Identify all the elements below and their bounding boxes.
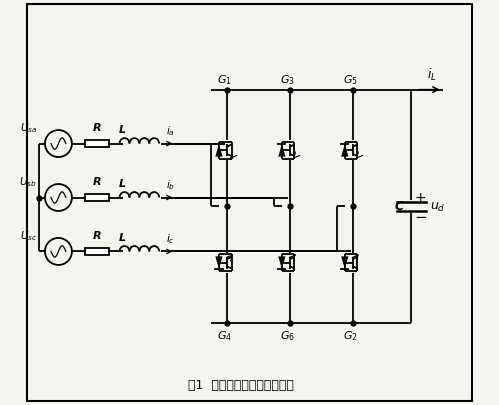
Polygon shape [278, 145, 285, 157]
Text: $G_1$: $G_1$ [218, 73, 232, 87]
Polygon shape [278, 257, 285, 269]
Text: $U_{sc}$: $U_{sc}$ [19, 228, 37, 242]
Text: L: L [119, 124, 126, 134]
Text: C: C [394, 200, 403, 213]
Text: $u_d$: $u_d$ [430, 200, 446, 213]
Text: $i_c$: $i_c$ [166, 232, 175, 245]
Polygon shape [341, 257, 348, 269]
Polygon shape [216, 145, 223, 157]
Text: $G_3$: $G_3$ [280, 73, 295, 87]
Polygon shape [341, 145, 348, 157]
Text: R: R [93, 123, 101, 133]
Text: $G_5$: $G_5$ [343, 73, 358, 87]
Text: $G_4$: $G_4$ [217, 328, 233, 342]
Text: R: R [93, 177, 101, 187]
Text: $i_L$: $i_L$ [427, 66, 437, 82]
Bar [85, 141, 109, 148]
Text: $G_6$: $G_6$ [280, 328, 295, 342]
Text: $U_{sb}$: $U_{sb}$ [19, 175, 37, 188]
Text: L: L [119, 232, 126, 242]
Text: +: + [415, 190, 426, 204]
Text: $G_2$: $G_2$ [343, 328, 358, 342]
Text: 图1  三相电压型变换器主电路: 图1 三相电压型变换器主电路 [188, 377, 293, 390]
Text: R: R [93, 230, 101, 241]
Text: −: − [414, 209, 427, 224]
Polygon shape [216, 257, 223, 269]
Text: $i_a$: $i_a$ [166, 124, 175, 138]
Bar [85, 194, 109, 202]
Text: L: L [119, 178, 126, 188]
Bar [85, 248, 109, 256]
Text: $U_{sa}$: $U_{sa}$ [19, 121, 37, 134]
Text: $i_b$: $i_b$ [166, 178, 175, 192]
